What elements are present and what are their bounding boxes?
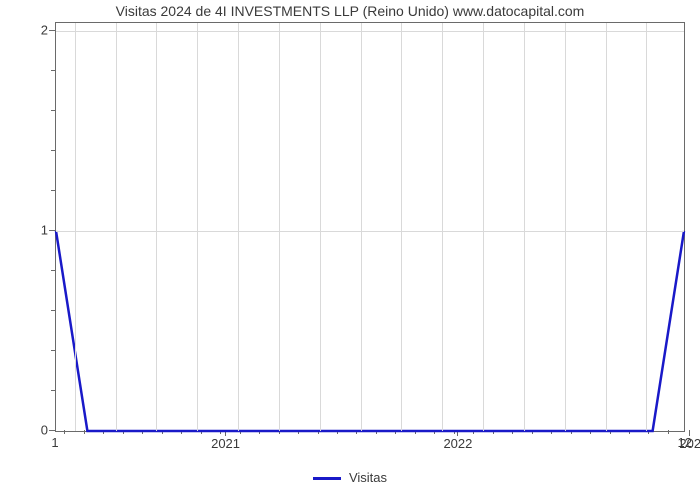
grid-v xyxy=(401,23,402,431)
line-series xyxy=(56,23,684,431)
chart-title: Visitas 2024 de 4I INVESTMENTS LLP (Rein… xyxy=(0,3,700,19)
x-tick-label: 2022 xyxy=(443,436,472,451)
grid-v xyxy=(606,23,607,431)
grid-v xyxy=(238,23,239,431)
x-tick-label: 2021 xyxy=(211,436,240,451)
grid-v xyxy=(320,23,321,431)
grid-v xyxy=(156,23,157,431)
grid-v xyxy=(279,23,280,431)
grid-v xyxy=(361,23,362,431)
legend-swatch xyxy=(313,477,341,480)
grid-h xyxy=(56,231,684,232)
grid-v xyxy=(524,23,525,431)
chart-container: Visitas 2024 de 4I INVESTMENTS LLP (Rein… xyxy=(0,0,700,500)
y-tick-label: 0 xyxy=(0,423,48,438)
x-left-end-label: 1 xyxy=(51,435,58,450)
grid-v xyxy=(116,23,117,431)
grid-v xyxy=(483,23,484,431)
legend-label: Visitas xyxy=(349,470,387,485)
grid-v xyxy=(197,23,198,431)
series-line xyxy=(56,231,684,431)
y-tick-label: 1 xyxy=(0,223,48,238)
legend: Visitas xyxy=(0,470,700,485)
grid-h xyxy=(56,31,684,32)
grid-v xyxy=(646,23,647,431)
grid-v xyxy=(75,23,76,431)
x-tick-label: 202 xyxy=(679,436,700,451)
grid-v xyxy=(565,23,566,431)
grid-v xyxy=(442,23,443,431)
y-tick-label: 2 xyxy=(0,23,48,38)
plot-area: 20212022202 xyxy=(55,22,685,432)
